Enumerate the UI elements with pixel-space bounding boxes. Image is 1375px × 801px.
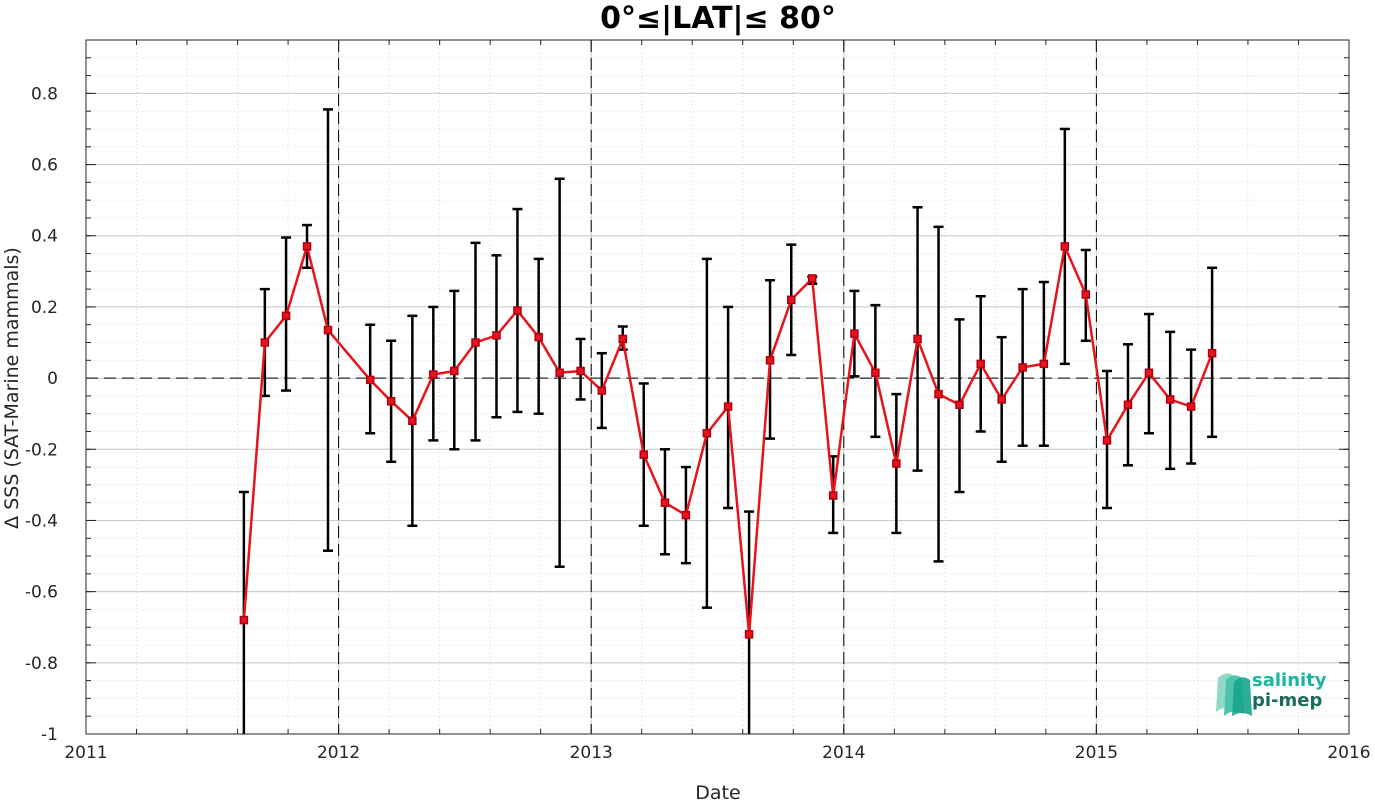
data-point [323, 325, 333, 335]
y-tick-label: -0.8 [25, 654, 58, 674]
data-point [239, 615, 249, 625]
y-tick-label: -1 [41, 725, 58, 745]
data-point [281, 311, 291, 321]
data-point [807, 274, 817, 283]
data-series [239, 242, 1217, 639]
x-tick-label: 2014 [822, 743, 865, 763]
data-point [1102, 436, 1112, 445]
waves-icon [1216, 673, 1252, 716]
data-point [955, 400, 964, 410]
series-line [242, 245, 1214, 636]
y-tick-label: -0.6 [25, 583, 58, 603]
data-point [597, 386, 607, 395]
data-point [1186, 402, 1196, 411]
data-point [765, 356, 775, 365]
data-point [471, 338, 480, 347]
data-point [702, 429, 712, 438]
data-point [934, 389, 943, 399]
y-tick-label: 0.4 [31, 227, 58, 247]
data-point [1165, 395, 1175, 404]
data-point [365, 375, 375, 385]
data-point [1123, 400, 1133, 410]
x-tick-label: 2016 [1327, 743, 1370, 763]
data-point [260, 338, 270, 347]
reference-lines [86, 40, 1349, 734]
data-point [492, 331, 501, 340]
error-bars [238, 108, 1218, 734]
data-point [618, 334, 628, 344]
data-point [660, 498, 670, 507]
data-point [787, 295, 796, 305]
data-point [429, 370, 438, 379]
data-point [302, 242, 312, 251]
data-point [892, 459, 901, 468]
data-point [976, 359, 985, 369]
x-tick-label: 2011 [64, 743, 107, 763]
data-point [450, 366, 459, 376]
data-point [386, 396, 396, 406]
data-point [555, 368, 564, 378]
y-tick-label: 0 [47, 369, 58, 389]
data-point [1081, 290, 1091, 299]
data-point [639, 450, 648, 459]
logo-text-pi-mep: pi-mep [1252, 690, 1322, 711]
tick-labels: -1 -0.8 -0.6 -0.4 -0.2 0 0.2 0.4 0.6 0.8 2011 2012 2… [25, 84, 1371, 763]
data-point [1207, 348, 1217, 358]
x-tick-label: 2015 [1075, 743, 1118, 763]
x-tick-label: 2013 [570, 743, 613, 763]
data-point [1018, 363, 1027, 372]
data-point [1060, 242, 1070, 251]
data-point [913, 334, 922, 344]
y-tick-label: -0.4 [25, 511, 58, 531]
x-axis-label: Date [695, 782, 740, 801]
plot-frame [85, 39, 1350, 735]
data-point [828, 491, 838, 500]
data-point [513, 306, 522, 315]
data-point [744, 630, 754, 639]
y-axis-label: Δ SSS (SAT-Marine mammals) [1, 247, 23, 529]
x-tick-label: 2012 [317, 743, 360, 763]
y-tick-label: -0.2 [25, 440, 58, 460]
data-point [850, 329, 859, 338]
data-point [534, 332, 543, 342]
axes [85, 39, 1350, 735]
y-tick-label: 0.2 [31, 298, 58, 318]
salinity-pi-mep-logo: salinity pi-mep [1216, 670, 1327, 716]
data-point [871, 368, 880, 378]
data-point [723, 402, 733, 411]
chart-title: 0°≤|LAT|≤ 80° [600, 1, 836, 36]
data-point [1144, 368, 1154, 378]
data-point [408, 416, 417, 426]
data-point [681, 510, 691, 520]
logo-text-salinity: salinity [1252, 670, 1327, 691]
data-point [576, 366, 585, 376]
y-tick-label: 0.6 [31, 156, 58, 176]
data-point [997, 395, 1006, 404]
y-tick-label: 0.8 [31, 84, 58, 104]
data-point [1039, 359, 1049, 369]
